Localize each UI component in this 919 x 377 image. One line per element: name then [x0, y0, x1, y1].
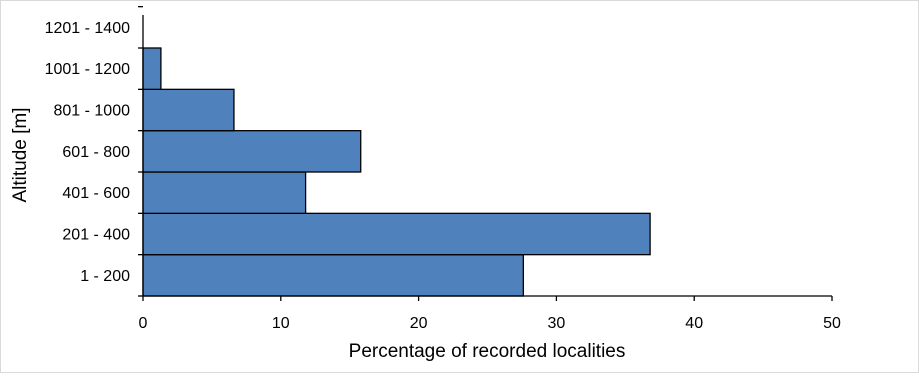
- y-tick-label: 801 - 1000: [53, 103, 130, 120]
- x-tick-label: 40: [685, 315, 703, 332]
- bar-401-600: [142, 171, 307, 214]
- x-tick-label: 30: [548, 315, 566, 332]
- y-tick-label: 601 - 800: [62, 144, 130, 161]
- y-tick-label: 201 - 400: [62, 227, 130, 244]
- x-tick-label: 0: [139, 315, 148, 332]
- bar-201-400: [142, 212, 651, 256]
- x-tick-label: 10: [272, 315, 290, 332]
- x-tick-label: 50: [823, 315, 841, 332]
- y-ticks-group: 1 - 200 201 - 400 401 - 600 601 - 800 801 - …: [45, 6, 143, 297]
- y-tick-label: 1201 - 1400: [45, 20, 131, 37]
- bar-601-800: [142, 130, 362, 173]
- x-axis-title: Percentage of recorded localities: [349, 341, 626, 362]
- y-tick-label: 1 - 200: [80, 268, 130, 285]
- y-tick-label: 1001 - 1200: [45, 61, 131, 78]
- bar-1001-1200: [142, 47, 162, 90]
- y-axis-title: Altitude [m]: [10, 107, 31, 202]
- x-tick-label: 20: [410, 315, 428, 332]
- bars-group: [142, 47, 651, 297]
- bar-1-200: [142, 254, 524, 297]
- x-ticks-group: 0 10 20 30 40 50: [139, 296, 841, 332]
- y-tick-label: 401 - 600: [62, 185, 130, 202]
- bar-801-1000: [142, 88, 235, 132]
- axes-group: [142, 15, 832, 297]
